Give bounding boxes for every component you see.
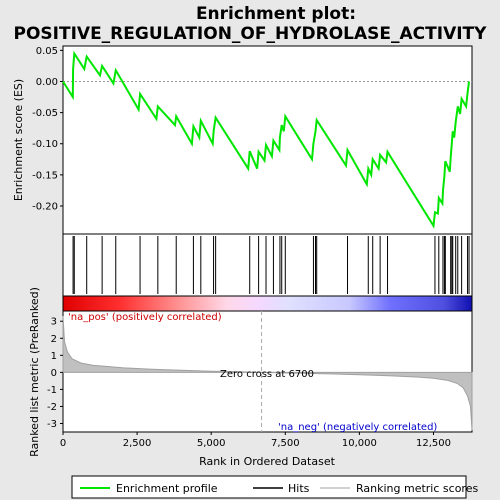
zero-cross-label: Zero cross at 6700 bbox=[220, 369, 314, 380]
legend bbox=[71, 475, 467, 499]
chart-title-line1: Enrichment plot: bbox=[196, 4, 356, 24]
metric-y-tick-label: 2 bbox=[51, 334, 57, 345]
es-y-tick-label: -0.20 bbox=[32, 201, 58, 212]
es-y-tick-label: 0.05 bbox=[36, 46, 58, 57]
enrichment-profile-line bbox=[62, 50, 470, 229]
x-tick-label: 2,500 bbox=[123, 438, 152, 449]
metric-y-axis-label: Ranked list metric (PreRanked) bbox=[28, 287, 41, 457]
hits-panel bbox=[62, 233, 473, 297]
x-tick-label: 10,000 bbox=[342, 438, 377, 449]
pos-label: 'na_pos' (positively correlated) bbox=[68, 312, 222, 323]
metric-y-tick-label: -2 bbox=[47, 402, 57, 413]
neg-label: 'na_neg' (negatively correlated) bbox=[278, 422, 437, 433]
chart-title-line2: POSITIVE_REGULATION_OF_HYDROLASE_ACTIVIT… bbox=[14, 24, 488, 44]
ranking-metric-area bbox=[62, 316, 473, 431]
x-axis: 0 2,500 5,000 7,500 10,000 12,500 bbox=[60, 432, 451, 449]
es-panel bbox=[62, 45, 473, 235]
metric-y-tick-label: -1 bbox=[47, 385, 57, 396]
es-y-tick-label: -0.05 bbox=[32, 108, 58, 119]
legend-hits-label: Hits bbox=[288, 482, 310, 495]
es-y-axis: 0.05 0.00 -0.05 -0.10 -0.15 -0.20 bbox=[32, 46, 63, 212]
metric-y-tick-label: 3 bbox=[51, 317, 57, 328]
metric-y-axis: 3 2 1 0 -1 -2 -3 bbox=[47, 317, 63, 430]
hit-marks bbox=[72, 236, 470, 294]
legend-profile-label: Enrichment profile bbox=[116, 482, 218, 495]
es-y-axis-label: Enrichment score (ES) bbox=[12, 79, 25, 201]
x-tick-label: 7,500 bbox=[271, 438, 300, 449]
legend-metric-label: Ranking metric scores bbox=[356, 482, 478, 495]
x-tick-label: 5,000 bbox=[197, 438, 226, 449]
es-y-tick-label: -0.10 bbox=[32, 139, 58, 150]
x-tick-label: 0 bbox=[60, 438, 66, 449]
metric-y-tick-label: 0 bbox=[51, 368, 57, 379]
x-axis-label: Rank in Ordered Dataset bbox=[199, 455, 336, 468]
metric-y-tick-label: 1 bbox=[51, 351, 57, 362]
rank-color-bar bbox=[62, 295, 473, 312]
x-tick-label: 12,500 bbox=[416, 438, 451, 449]
metric-y-tick-label: -3 bbox=[47, 419, 57, 430]
es-y-tick-label: 0.00 bbox=[36, 77, 58, 88]
es-y-tick-label: -0.15 bbox=[32, 170, 58, 181]
